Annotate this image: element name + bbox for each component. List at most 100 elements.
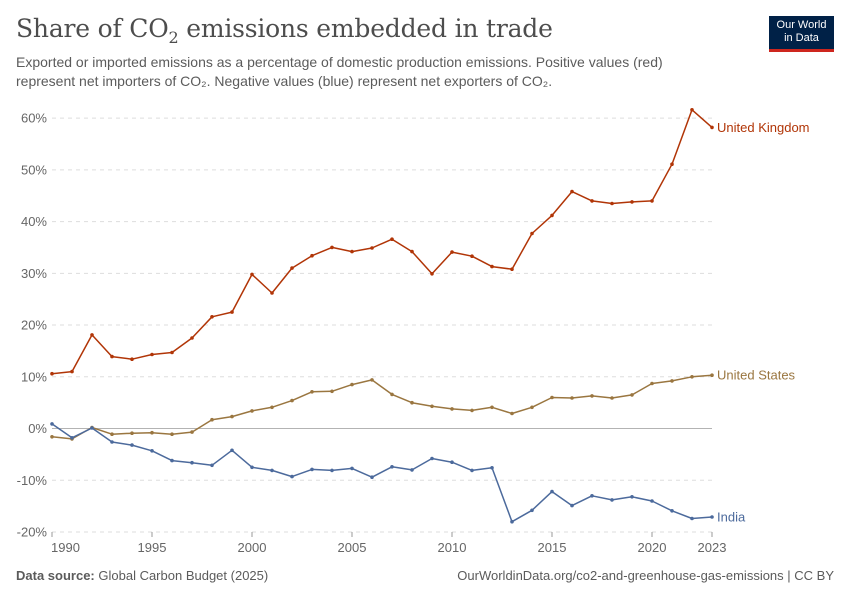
data-point-united-kingdom[interactable] (190, 336, 194, 340)
data-point-united-kingdom[interactable] (70, 369, 74, 374)
series-line-united-states[interactable] (51, 374, 713, 440)
data-point-united-kingdom[interactable] (130, 357, 134, 362)
data-point-united-states[interactable] (210, 417, 214, 422)
data-point-united-kingdom[interactable] (670, 162, 674, 166)
data-point-united-states[interactable] (330, 389, 334, 394)
data-point-united-kingdom[interactable] (170, 350, 174, 355)
data-point-india[interactable] (310, 467, 314, 472)
data-point-india[interactable] (250, 465, 254, 470)
data-point-united-states[interactable] (350, 382, 354, 387)
data-point-united-states[interactable] (410, 400, 414, 405)
data-point-india[interactable] (90, 426, 94, 430)
data-point-united-states[interactable] (430, 404, 434, 409)
data-point-united-states[interactable] (630, 393, 634, 397)
data-point-united-kingdom[interactable] (690, 108, 694, 112)
data-point-united-states[interactable] (570, 396, 574, 400)
data-point-india[interactable] (70, 436, 74, 440)
data-point-united-states[interactable] (690, 375, 694, 379)
data-point-india[interactable] (210, 463, 214, 468)
data-point-india[interactable] (650, 499, 654, 503)
data-point-india[interactable] (490, 466, 494, 470)
data-point-united-kingdom[interactable] (450, 250, 454, 254)
data-point-india[interactable] (270, 468, 274, 473)
data-point-india[interactable] (450, 460, 454, 465)
data-point-united-kingdom[interactable] (50, 371, 54, 376)
data-point-india[interactable] (410, 468, 414, 472)
data-point-india[interactable] (390, 465, 394, 469)
series-label-united-states[interactable]: United States (717, 368, 796, 383)
series-line-india[interactable] (51, 423, 713, 523)
data-point-united-kingdom[interactable] (650, 199, 654, 203)
data-point-united-states[interactable] (310, 390, 314, 394)
data-point-india[interactable] (470, 468, 474, 473)
data-point-united-kingdom[interactable] (310, 253, 314, 258)
series-label-united-kingdom[interactable]: United Kingdom (717, 120, 810, 135)
data-point-india[interactable] (110, 440, 114, 444)
data-point-india[interactable] (430, 456, 434, 461)
data-point-india[interactable] (170, 458, 174, 463)
data-point-united-kingdom[interactable] (230, 310, 234, 314)
data-point-united-states[interactable] (110, 432, 114, 437)
data-point-india[interactable] (150, 449, 154, 453)
data-point-united-kingdom[interactable] (490, 264, 494, 269)
data-point-united-kingdom[interactable] (110, 354, 114, 359)
data-point-united-states[interactable] (610, 396, 614, 400)
data-point-united-kingdom[interactable] (370, 246, 374, 250)
data-point-united-kingdom[interactable] (90, 333, 94, 337)
data-point-united-kingdom[interactable] (330, 245, 334, 250)
data-point-united-states[interactable] (530, 405, 534, 410)
data-point-india[interactable] (130, 443, 134, 447)
data-point-united-states[interactable] (270, 405, 274, 410)
data-point-india[interactable] (530, 508, 534, 513)
data-point-united-kingdom[interactable] (150, 352, 154, 357)
data-point-united-kingdom[interactable] (530, 231, 534, 236)
data-point-india[interactable] (370, 475, 374, 480)
data-point-united-states[interactable] (710, 373, 714, 378)
data-point-united-states[interactable] (290, 398, 294, 403)
data-point-united-states[interactable] (50, 435, 54, 439)
data-point-united-kingdom[interactable] (350, 249, 354, 254)
data-point-united-kingdom[interactable] (590, 199, 594, 203)
data-point-india[interactable] (190, 460, 194, 465)
data-point-india[interactable] (230, 448, 234, 453)
series-label-india[interactable]: India (717, 509, 746, 524)
data-point-united-states[interactable] (510, 411, 514, 416)
data-point-united-kingdom[interactable] (610, 201, 614, 206)
data-point-india[interactable] (670, 509, 674, 513)
data-point-united-kingdom[interactable] (270, 291, 274, 295)
data-point-india[interactable] (570, 503, 574, 508)
data-point-united-kingdom[interactable] (410, 249, 414, 254)
series-line-united-kingdom[interactable] (51, 109, 713, 375)
data-point-united-states[interactable] (390, 392, 394, 397)
data-point-united-states[interactable] (370, 378, 374, 382)
data-point-india[interactable] (610, 498, 614, 502)
data-point-united-states[interactable] (130, 431, 134, 436)
data-point-india[interactable] (510, 519, 514, 524)
data-point-india[interactable] (550, 489, 554, 494)
data-point-united-states[interactable] (470, 408, 474, 413)
data-point-india[interactable] (290, 474, 294, 479)
data-point-united-kingdom[interactable] (250, 272, 254, 277)
data-point-india[interactable] (590, 494, 594, 498)
data-point-india[interactable] (630, 495, 634, 499)
data-point-united-kingdom[interactable] (470, 254, 474, 258)
owid-logo[interactable]: Our World in Data (769, 16, 834, 52)
data-point-united-states[interactable] (150, 430, 154, 435)
data-point-united-states[interactable] (190, 430, 194, 434)
data-point-united-kingdom[interactable] (510, 267, 514, 272)
data-point-united-states[interactable] (670, 379, 674, 383)
data-point-india[interactable] (690, 516, 694, 521)
data-point-united-kingdom[interactable] (630, 200, 634, 204)
data-point-india[interactable] (330, 468, 334, 473)
data-point-united-kingdom[interactable] (550, 213, 554, 218)
data-point-united-states[interactable] (550, 395, 554, 400)
data-point-united-states[interactable] (450, 407, 454, 411)
data-point-united-states[interactable] (230, 414, 234, 419)
data-point-united-states[interactable] (650, 381, 654, 386)
data-point-united-kingdom[interactable] (290, 266, 294, 270)
data-point-united-states[interactable] (250, 409, 254, 413)
data-point-united-states[interactable] (490, 405, 494, 410)
source-url[interactable]: OurWorldinData.org/co2-and-greenhouse-ga… (457, 568, 834, 583)
data-point-india[interactable] (710, 515, 714, 519)
data-point-united-kingdom[interactable] (430, 272, 434, 276)
